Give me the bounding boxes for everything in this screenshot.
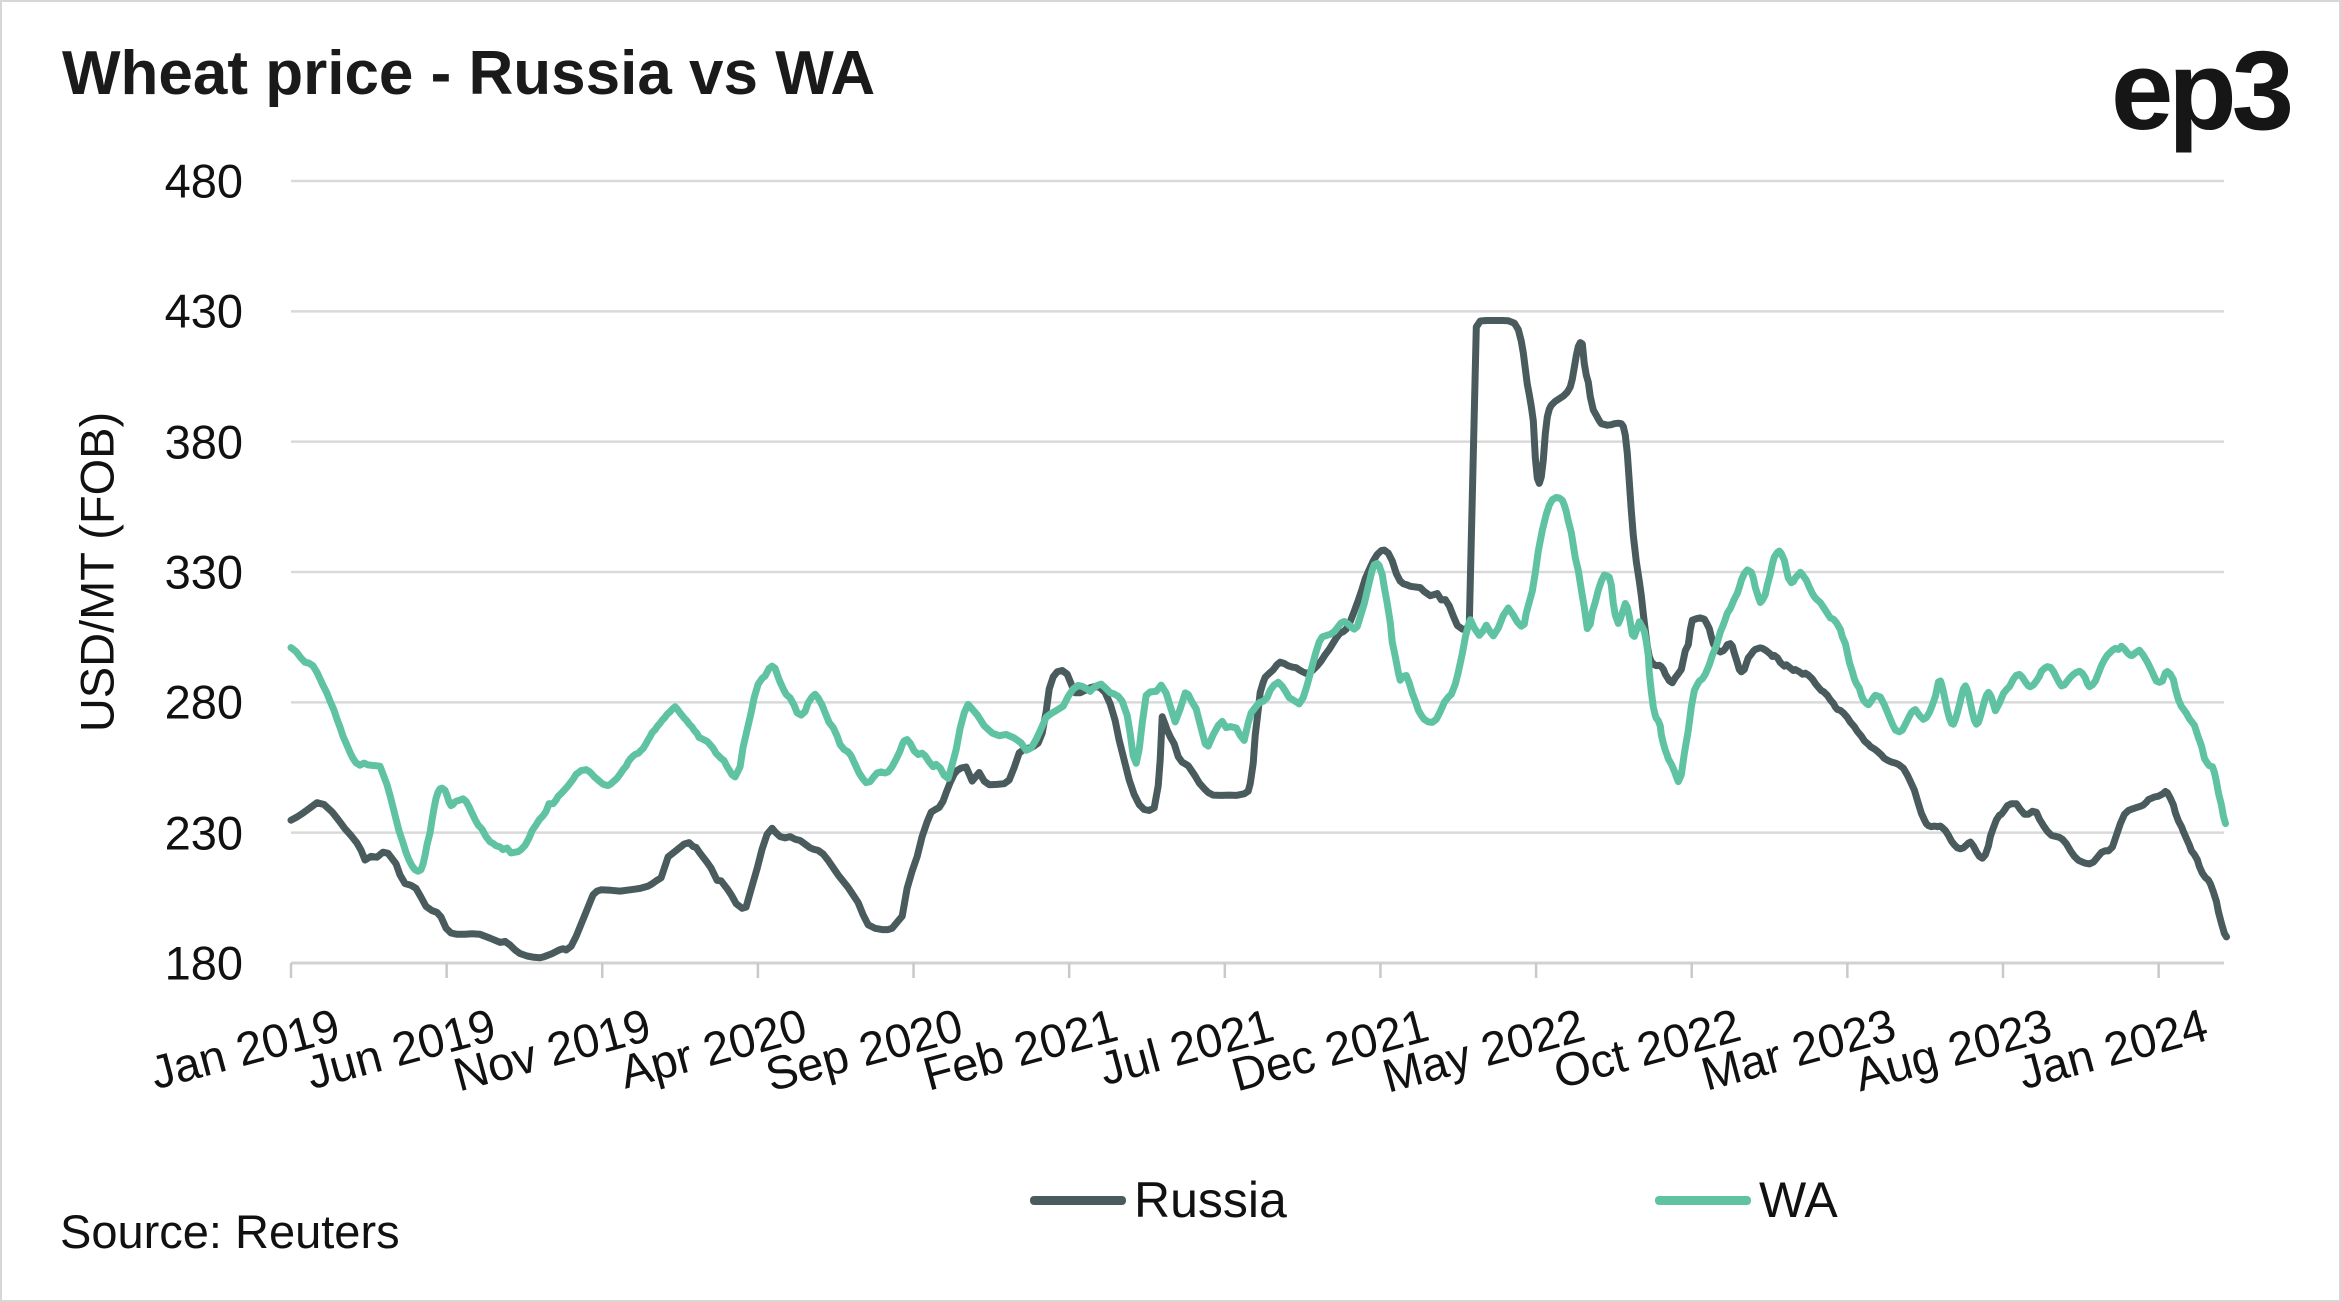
legend-item-wa[interactable]: WA — [1655, 1172, 1838, 1228]
y-tick-label-480: 480 — [164, 154, 243, 208]
wa-line-swatch — [1655, 1195, 1751, 1205]
gridlines — [291, 179, 2224, 965]
y-tick-label-380: 380 — [164, 415, 243, 469]
chart-title: Wheat price - Russia vs WA — [62, 39, 876, 108]
source-note: Source: Reuters — [60, 1205, 400, 1258]
series-line-wa — [287, 493, 2229, 875]
legend-item-russia[interactable]: Russia — [1030, 1172, 1287, 1228]
y-tick-label-180: 180 — [164, 936, 243, 990]
x-axis — [289, 963, 2160, 978]
y-tick-label-330: 330 — [164, 545, 243, 599]
y-tick-label-280: 280 — [164, 675, 243, 729]
legend-label-wa: WA — [1759, 1172, 1838, 1228]
legend: Russia WA — [0, 1172, 2341, 1228]
ep3-logo: ep3 — [2111, 28, 2294, 153]
y-tick-label-430: 430 — [164, 284, 243, 338]
russia-line-swatch — [1030, 1195, 1126, 1205]
y-tick-label-230: 230 — [164, 806, 243, 860]
data-series — [287, 317, 2230, 962]
series-line-russia — [287, 317, 2230, 962]
legend-label-russia: Russia — [1134, 1172, 1287, 1228]
